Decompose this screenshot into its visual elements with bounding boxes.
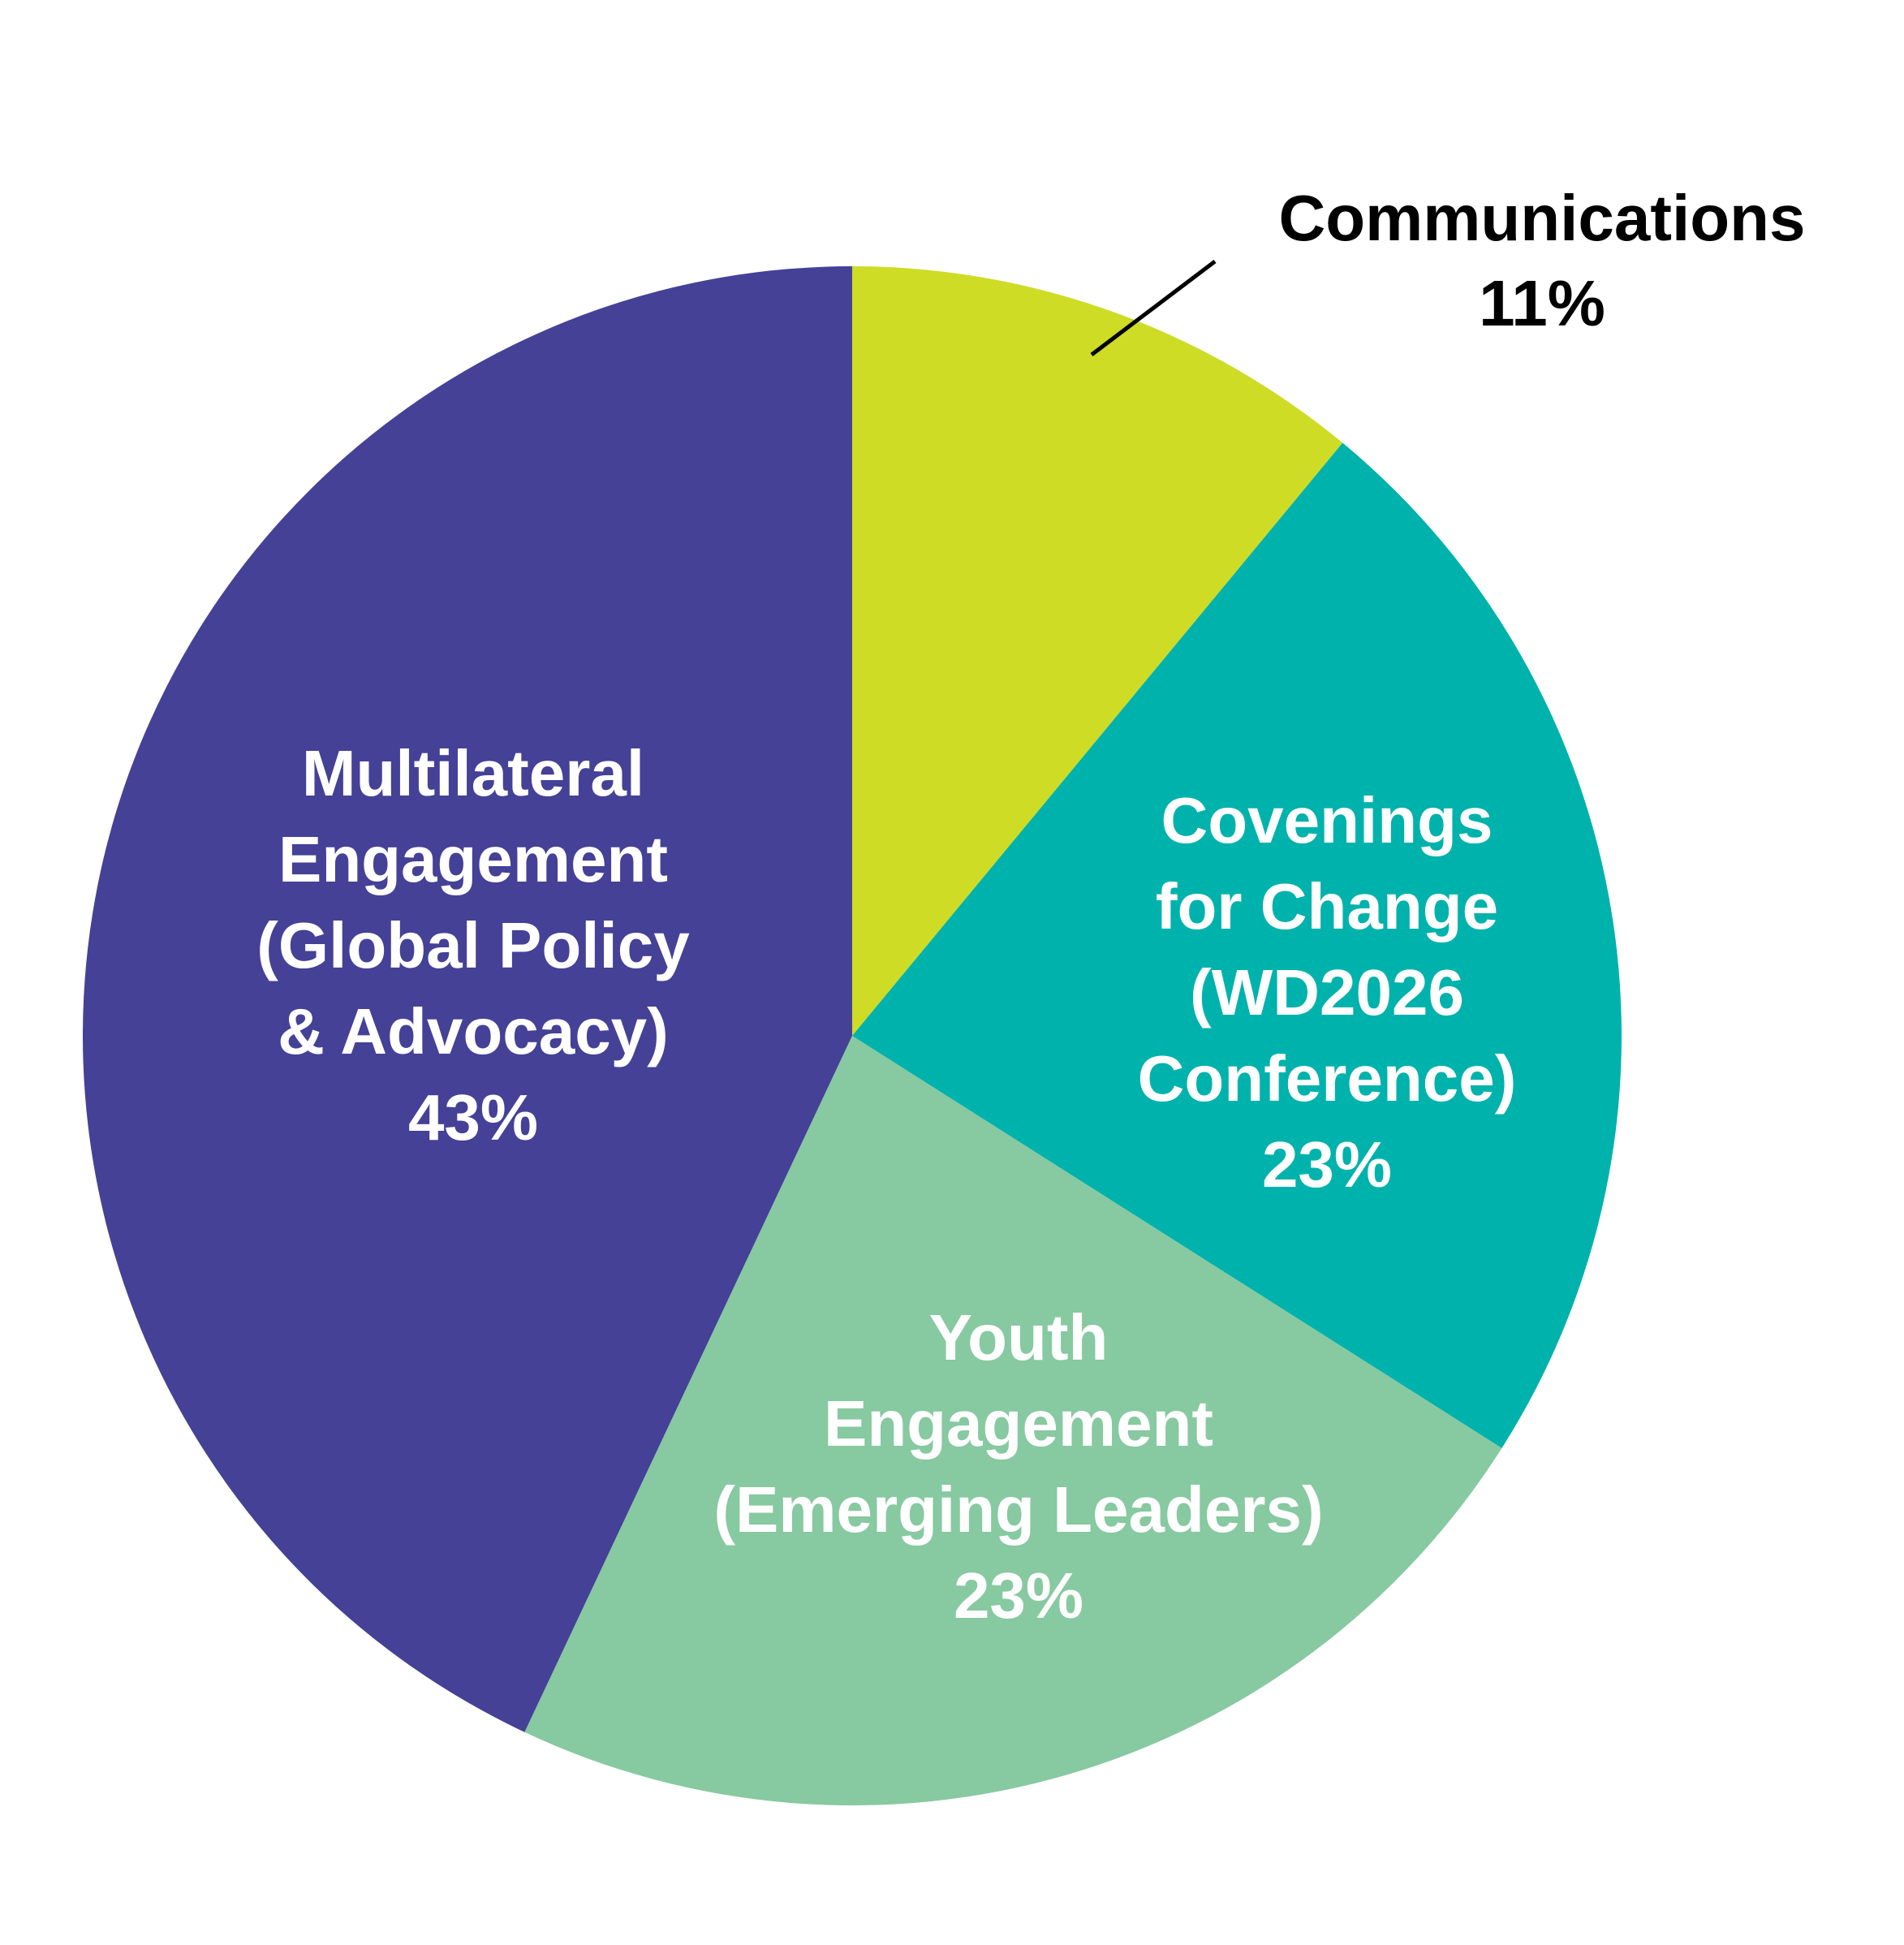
slice-name-line: Covenings <box>1161 784 1493 856</box>
slice-value-label: 23% <box>954 1559 1083 1632</box>
slice-name-line: (WD2026 <box>1190 956 1464 1029</box>
slice-name-line: Communications <box>1279 182 1806 254</box>
slice-name-line: Engagement <box>278 823 668 895</box>
slice-name-line: & Advocacy) <box>278 995 669 1067</box>
slice-name-line: Youth <box>929 1301 1109 1374</box>
slice-name-line: Conference) <box>1138 1042 1517 1115</box>
slice-name-line: (Global Policy <box>256 909 690 981</box>
pie-labels: Communications 11% Covenings for Change (WD2… <box>256 182 1805 1632</box>
pie-slices <box>82 266 1622 1806</box>
slice-value-label: 23% <box>1262 1128 1392 1201</box>
slice-name-line: Engagement <box>824 1387 1213 1460</box>
slice-label-2: Covenings for Change (WD2026 Conference) 23% <box>1138 784 1517 1201</box>
slice-name-line: (Emerging Leaders) <box>713 1473 1323 1546</box>
pie-slice-youth-engagement-emerging-leaders <box>524 1036 1502 1806</box>
pie-slice-covenings-for-change-wd2026-conference <box>852 442 1622 1448</box>
slice-value-label: 11% <box>1479 267 1605 339</box>
communications-leader-line <box>1090 260 1217 356</box>
pie-slice-communications <box>852 266 1343 1036</box>
slice-name-line: Multilateral <box>302 737 644 809</box>
slice-label-3: Youth Engagement (Emerging Leaders) 23% <box>713 1301 1323 1632</box>
slice-label-4: Multilateral Engagement (Global Policy & Ad… <box>256 737 690 1154</box>
slice-value-label: 43% <box>408 1081 538 1154</box>
pie-slice-multilateral-engagement-global-policy-advocacy <box>82 266 852 1732</box>
slice-label-1: Communications 11% <box>1279 182 1806 339</box>
slice-name-line: for Change <box>1156 870 1498 942</box>
